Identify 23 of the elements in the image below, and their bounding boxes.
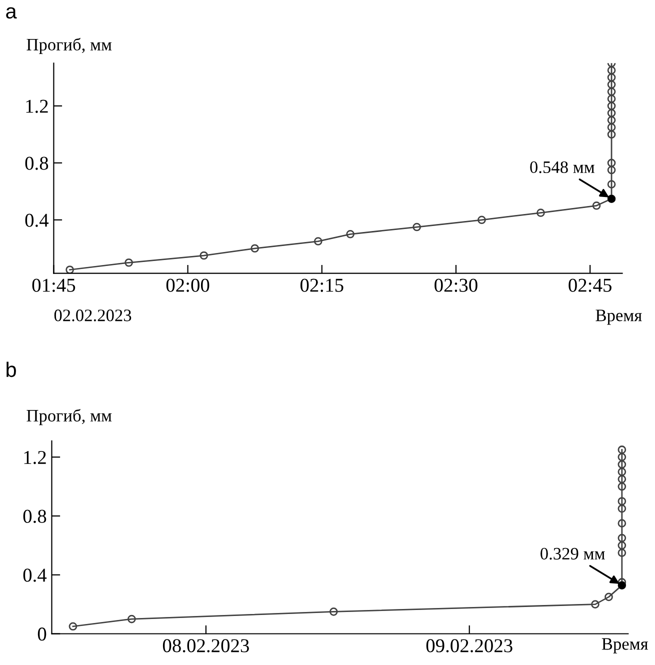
y-tick-label: 0.4	[25, 214, 49, 227]
text: 02.02.2023	[54, 310, 132, 322]
y-tick-label: 0	[38, 628, 46, 641]
chart-title: a	[6, 7, 17, 19]
x-tick-label: 02:00	[166, 278, 210, 292]
annotation: 0.548 мм	[530, 161, 594, 174]
x-tick-label: 02:30	[434, 278, 478, 292]
y-tick-label: 1.2	[24, 450, 46, 464]
x-tick-label: 09.02.2023	[426, 639, 512, 652]
x-tick-label: 02:45	[568, 278, 612, 292]
x-tick-label: 08.02.2023	[162, 639, 249, 652]
chart-title: b	[6, 362, 16, 378]
y-tick-label: 0.8	[25, 156, 48, 170]
y-tick-label: 0.4	[23, 568, 47, 582]
y-tick-label: 1.2	[26, 100, 48, 113]
y-axis-title: Прогиб, мм	[26, 38, 112, 54]
y-tick-label: 0.8	[23, 510, 46, 523]
annotation: 0.329 мм	[540, 548, 605, 560]
x-tick-label: 01:45	[32, 278, 76, 292]
x-axis-title: Время	[602, 638, 648, 654]
y-axis-title: Прогиб, мм	[26, 408, 112, 426]
x-tick-label: 02:15	[300, 278, 344, 292]
x-axis-title: Время	[596, 310, 642, 325]
